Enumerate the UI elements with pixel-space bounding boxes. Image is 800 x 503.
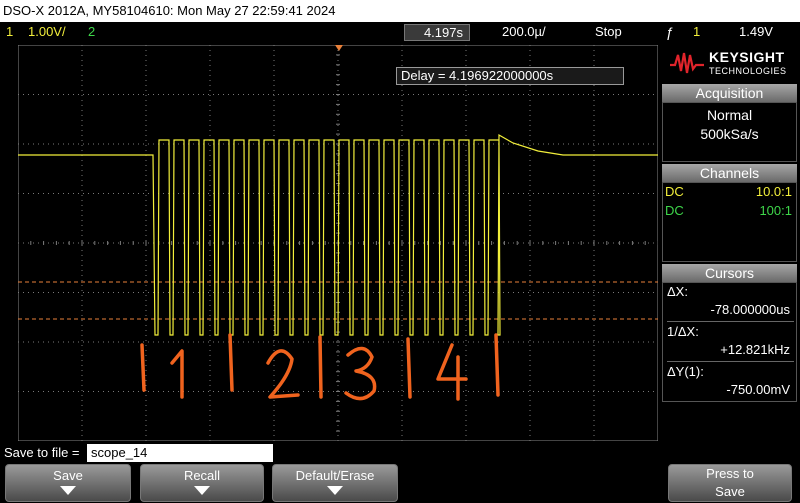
channel2-probe: 100:1: [759, 203, 792, 218]
annotation-divider: [318, 335, 323, 399]
inverse-delta-x-value: +12.821kHz: [720, 342, 790, 357]
channels-header[interactable]: Channels: [662, 164, 797, 182]
delta-x-value: -78.000000us: [710, 302, 790, 317]
annotation-digit-4: [436, 343, 468, 401]
cursors-panel: ΔX: -78.000000us 1/ΔX: +12.821kHz ΔY(1):…: [662, 282, 797, 402]
keysight-wave-icon: [670, 52, 704, 74]
save-softkey[interactable]: Save: [5, 464, 131, 502]
trigger-source[interactable]: 1: [693, 24, 701, 39]
delta-y-label: ΔY(1):: [667, 364, 704, 379]
acquisition-mode: Normal: [706, 107, 753, 123]
save-label: Save to file =: [4, 445, 80, 460]
recall-softkey-label: Recall: [183, 468, 221, 483]
channel2-coupling: DC: [665, 203, 684, 218]
save-row: Save to file = scope_14: [0, 443, 800, 463]
annotation-digit-1: [170, 349, 184, 399]
recall-softkey[interactable]: Recall: [140, 464, 264, 502]
keysight-logo: KEYSIGHT TECHNOLOGIES: [664, 47, 797, 83]
down-arrow-icon: [194, 486, 210, 495]
title-bar: DSO-X 2012A, MY58104610: Mon May 27 22:5…: [0, 0, 800, 22]
channel1-row: DC 10.0:1: [665, 183, 796, 201]
acquisition-rate: 500kSa/s: [700, 126, 759, 142]
trigger-edge-icon: ƒ: [666, 24, 674, 40]
default-erase-softkey[interactable]: Default/Erase: [272, 464, 398, 502]
waveform-canvas: T1: [18, 45, 658, 441]
graticule: [18, 45, 658, 441]
channels-panel: DC 10.0:1 DC 100:1: [662, 182, 797, 262]
cursors-title: Cursors: [704, 265, 754, 281]
time-position-box[interactable]: 4.197s: [404, 24, 470, 41]
logo-sub: TECHNOLOGIES: [709, 66, 787, 76]
save-softkey-label: Save: [53, 468, 83, 483]
delta-y-value: -750.00mV: [726, 382, 790, 397]
channel1-coupling: DC: [665, 184, 684, 199]
press-to-save-label2: Save: [715, 484, 745, 499]
default-erase-softkey-label: Default/Erase: [295, 468, 375, 483]
channel2-number[interactable]: 2: [88, 24, 96, 39]
cursor-divider: [667, 361, 794, 362]
status-bar: 1 1.00V/ 2 4.197s 200.0µ/ Stop ƒ 1 1.49V: [0, 22, 800, 42]
annotation-digit-3: [344, 346, 377, 401]
press-to-save-softkey[interactable]: Press to Save: [668, 464, 792, 502]
annotation-divider: [406, 337, 412, 399]
annotation-divider: [228, 333, 234, 392]
trigger-position-marker: [335, 45, 343, 51]
annotation-digit-2: [266, 349, 300, 399]
channel1-waveform: [18, 133, 658, 336]
window-title: DSO-X 2012A, MY58104610: Mon May 27 22:5…: [3, 3, 336, 18]
channels-title: Channels: [699, 165, 760, 181]
down-arrow-icon: [327, 486, 343, 495]
acquisition-panel: Normal 500kSa/s: [662, 102, 797, 162]
channel2-row: DC 100:1: [665, 202, 796, 220]
time-position: 4.197s: [423, 25, 463, 40]
channel1-probe: 10.0:1: [755, 184, 792, 199]
cursor-lines[interactable]: [18, 281, 658, 320]
annotation-divider: [494, 333, 500, 397]
cursor-divider: [667, 321, 794, 322]
markers: T1: [335, 45, 343, 51]
press-to-save-label: Press to: [706, 466, 754, 481]
logo-brand: KEYSIGHT: [709, 49, 785, 65]
run-state[interactable]: Stop: [595, 24, 622, 39]
delta-x-label: ΔX:: [667, 284, 688, 299]
channel1-scale[interactable]: 1.00V/: [28, 24, 66, 39]
annotation-divider: [140, 343, 146, 392]
hand-annotation: [140, 333, 500, 401]
down-arrow-icon: [60, 486, 76, 495]
channel1-number[interactable]: 1: [6, 24, 14, 39]
channel1-trace: [18, 133, 658, 336]
inverse-delta-x-label: 1/ΔX:: [667, 324, 699, 339]
waveform-display[interactable]: T1: [18, 45, 658, 441]
trigger-level[interactable]: 1.49V: [739, 24, 773, 39]
acquisition-title: Acquisition: [695, 85, 764, 101]
cursors-header[interactable]: Cursors: [662, 264, 797, 282]
delay-text: Delay = 4.196922000000s: [401, 68, 554, 83]
delay-readout: Delay = 4.196922000000s: [396, 67, 624, 85]
filename-input[interactable]: scope_14: [87, 444, 273, 462]
acquisition-header[interactable]: Acquisition: [662, 84, 797, 102]
time-scale[interactable]: 200.0µ/: [502, 24, 546, 39]
